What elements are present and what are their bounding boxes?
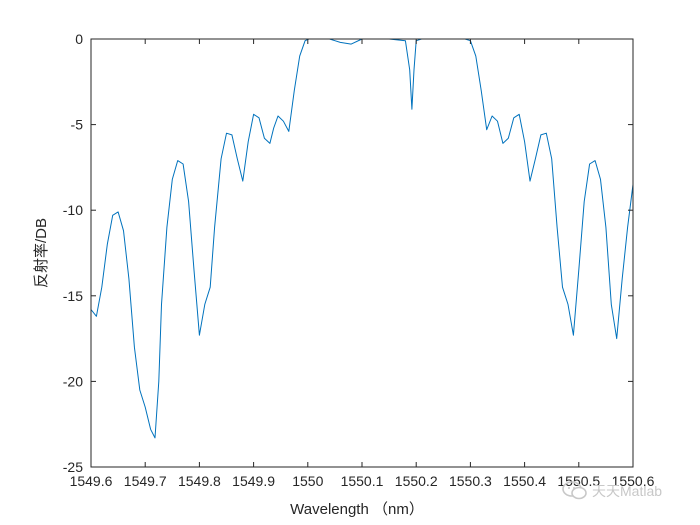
y-tick-label: 0 [75,31,83,47]
x-tick-label: 1549.7 [124,473,167,489]
x-tick-label: 1550.5 [557,473,600,489]
y-tick-label: -5 [71,117,84,133]
x-tick-label: 1549.6 [70,473,113,489]
x-tick-label: 1550.2 [395,473,438,489]
x-tick-label: 1550.1 [341,473,384,489]
y-tick-label: -15 [63,288,83,304]
watermark-text: 天天Matlab [592,483,663,499]
y-tick-label: -20 [63,373,83,389]
plot-area [91,39,633,467]
x-tick-label: 1550 [292,473,323,489]
x-axis-label: Wavelength （nm） [290,501,424,518]
y-axis-label: 反射率/DB [33,218,50,288]
y-axis-ticks: 0 -5 -10 -15 -20 -25 [63,31,633,475]
x-axis-ticks: 1549.6 1549.7 1549.8 1549.9 1550 1550.1 1550.2… [70,39,655,489]
wechat-icon [562,481,587,500]
y-tick-label: -25 [63,459,83,475]
y-tick-label: -10 [63,202,83,218]
x-tick-label: 1549.9 [232,473,275,489]
x-tick-label: 1550.6 [612,473,655,489]
watermark: 天天Matlab [562,480,662,502]
x-tick-label: 1549.8 [178,473,221,489]
x-tick-label: 1550.3 [449,473,492,489]
x-tick-label: 1550.4 [503,473,546,489]
